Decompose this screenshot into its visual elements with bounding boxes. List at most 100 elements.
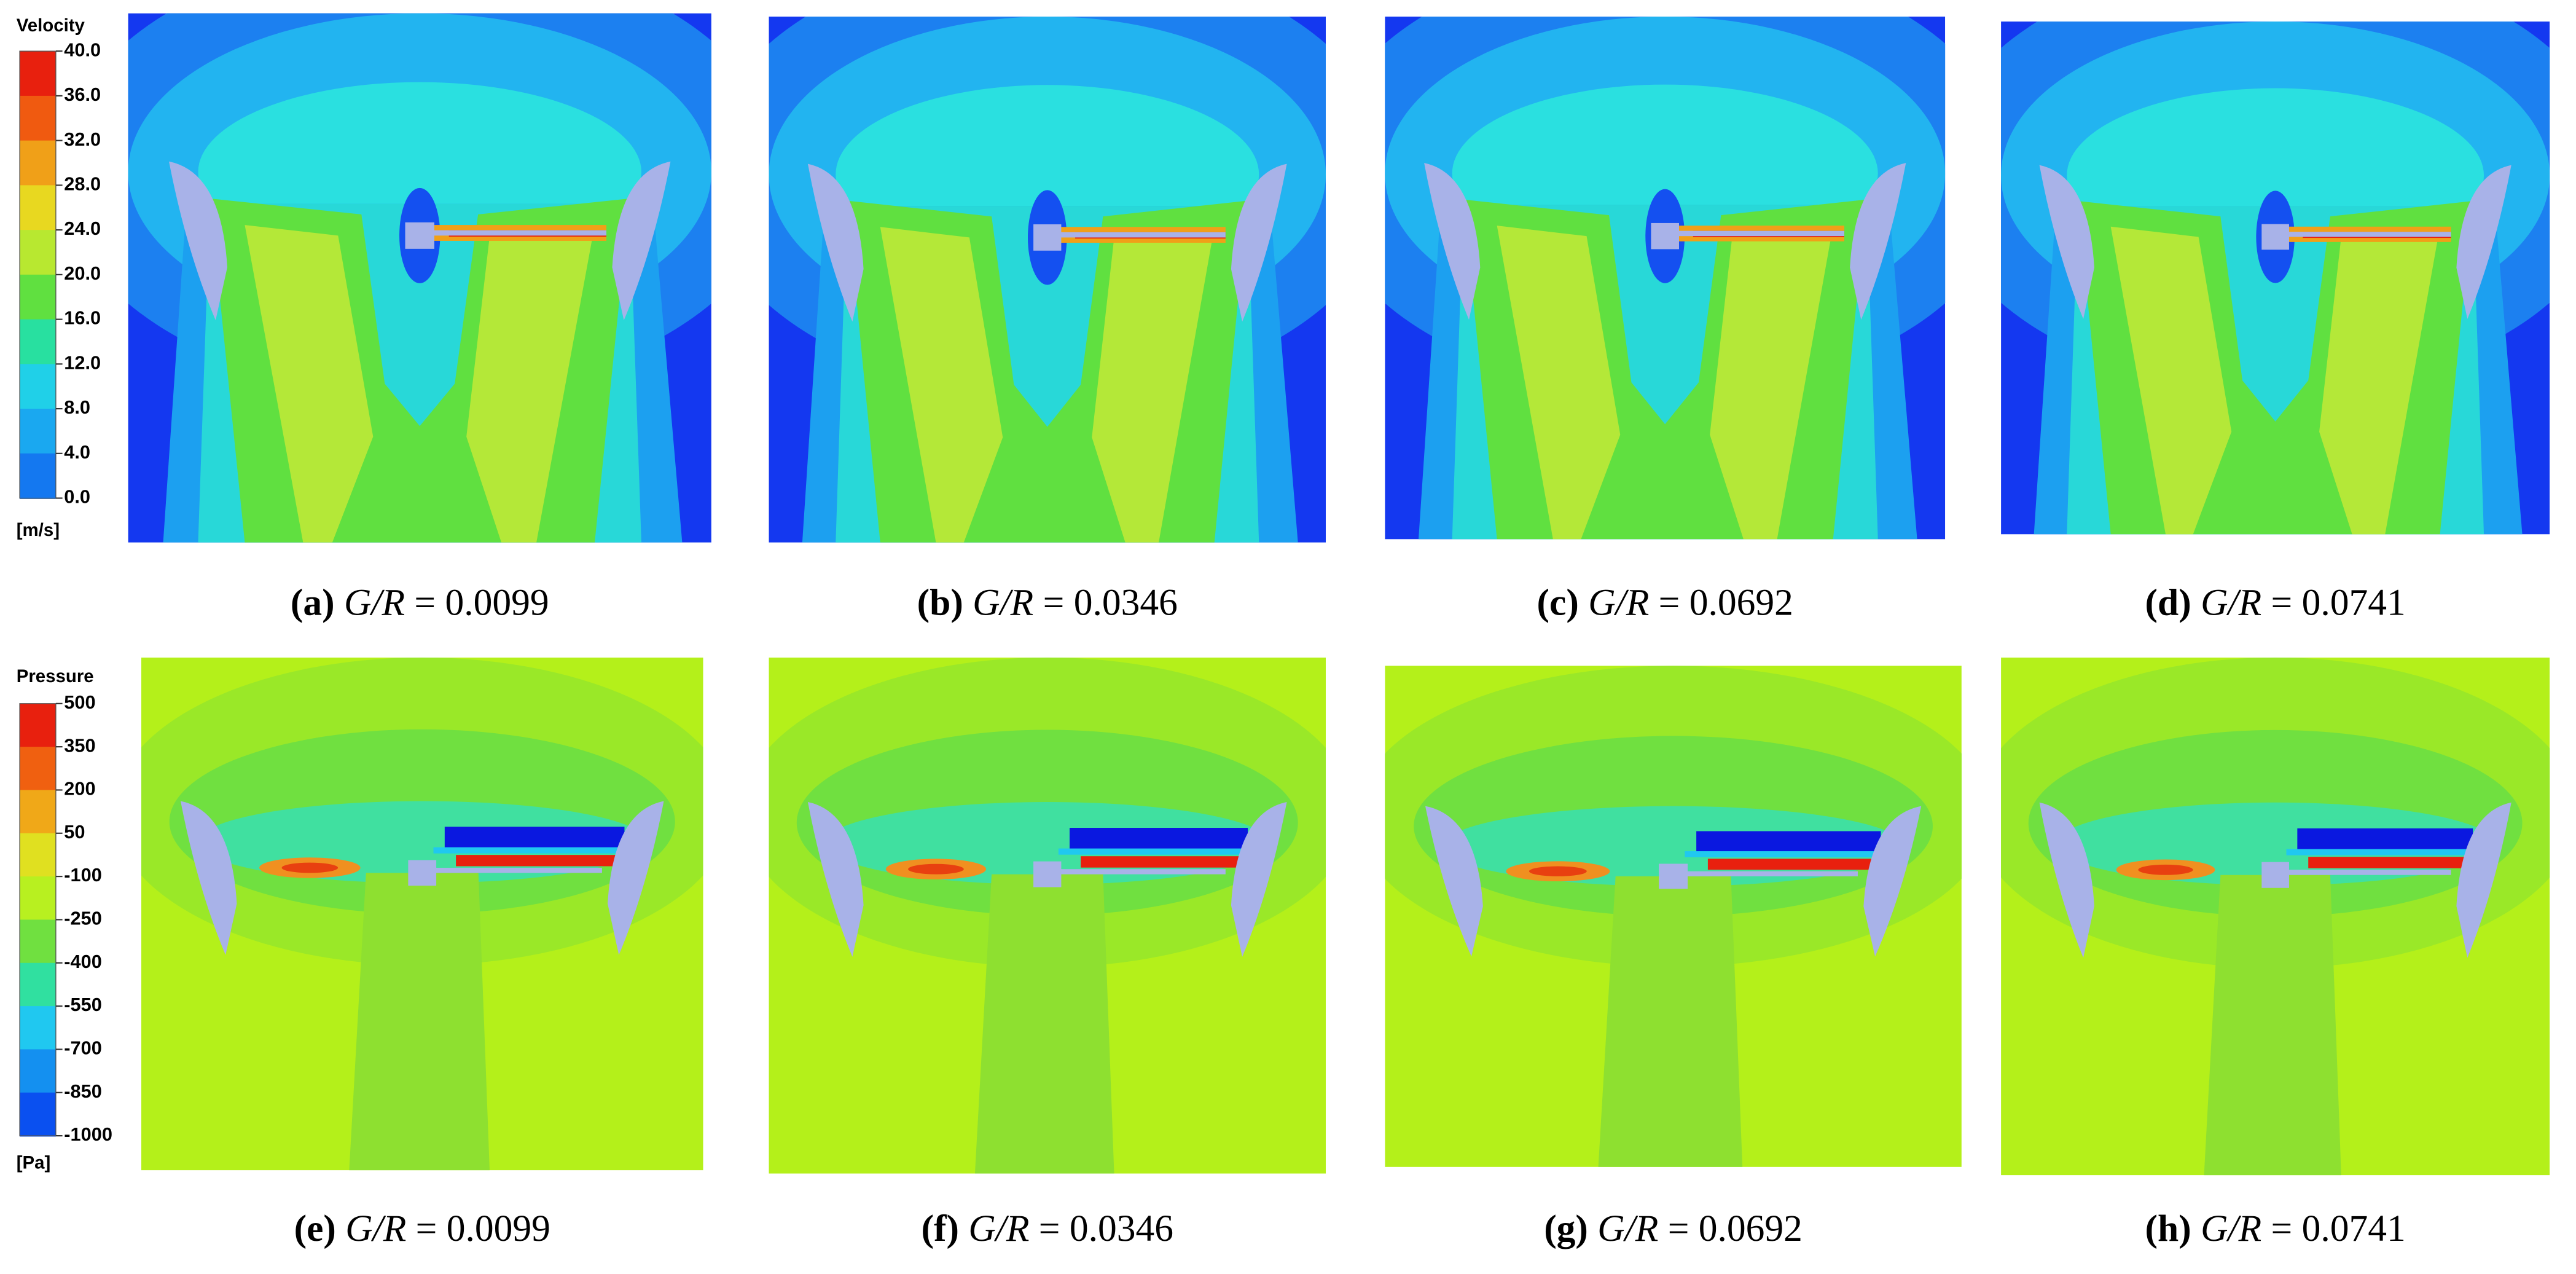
shaft [1676,230,1845,237]
wake-low-edge [1058,848,1248,855]
blade [1850,163,1906,320]
panel-caption: (b) G/R = 0.0346 [917,581,1178,623]
velocity-contour: (d) G/R = 0.0741 [2001,22,2550,623]
velocity-contour: (b) G/R = 0.0346 [769,17,1326,623]
wake-low-edge [433,847,625,854]
blade [1863,806,1922,957]
wake-column [974,874,1114,1174]
wake-low-edge [2286,849,2473,855]
caption-value: = 0.0741 [2271,581,2406,623]
tick-label: -700 [64,1037,102,1059]
tick-label: 28.0 [64,173,101,195]
pressure-contour: (g) G/R = 0.0692 [1385,666,1962,1249]
pressure-contour: (f) G/R = 0.0346 [769,657,1326,1249]
tick-label: 24.0 [64,218,101,239]
blade [1231,163,1287,322]
wake-high [1081,856,1248,868]
wake-column [1598,876,1743,1167]
legend-unit: [m/s] [17,520,60,540]
tick-label: -400 [64,951,102,972]
colorbar-band [20,747,56,791]
jet-core [245,225,374,543]
colorbar-band [20,703,56,748]
colorbar-band [20,1006,56,1050]
tick-label: -1000 [64,1123,112,1145]
hub [1659,863,1688,889]
caption-variable: G/R [2201,1208,2261,1249]
colorbar-band [20,95,56,141]
colorbar-band [20,919,56,964]
caption-value: = 0.0346 [1043,581,1178,623]
colorbar-band [20,274,56,320]
panel-caption: (a) G/R = 0.0099 [291,581,549,623]
velocity-contour: (c) G/R = 0.0692 [1385,17,1946,623]
contour-field [141,657,703,1171]
panel-caption: (c) G/R = 0.0692 [1537,581,1793,623]
blade [2039,165,2094,319]
contour-field [2001,22,2550,535]
pressure-contour: (e) G/R = 0.0099 [141,657,703,1249]
colorbar-band [20,1092,56,1137]
colorbar-band [20,1049,56,1094]
tick-label: 4.0 [64,441,90,463]
caption-label: (h) [2145,1208,2191,1249]
caption-label: (b) [917,581,963,623]
shaft [2286,870,2451,875]
caption-value: = 0.0099 [416,1208,550,1249]
blade [1424,163,1481,320]
wake-high [2308,857,2473,868]
hub [2261,224,2289,250]
contour-field [1385,17,1946,540]
panel-caption: (e) G/R = 0.0099 [294,1208,550,1249]
shaft [433,867,602,873]
caption-value: = 0.0741 [2271,1208,2406,1249]
blade [807,802,864,957]
colorbar-band [20,51,56,97]
legend-title: Pressure [17,666,94,686]
tick-label: -850 [64,1080,102,1102]
wake-column [2204,875,2341,1176]
shaft [1058,232,1226,238]
tick-label: 36.0 [64,84,101,105]
panel-caption: (g) G/R = 0.0692 [1544,1208,1803,1249]
shaft [431,230,607,236]
tick-label: 32.0 [64,128,101,150]
colorbar-band [20,319,56,365]
tick-label: 16.0 [64,307,101,329]
caption-variable: G/R [1597,1208,1658,1249]
wake-column [349,873,490,1171]
colorbar-band [20,790,56,835]
caption-variable: G/R [344,581,405,623]
colorbar-band [20,409,56,455]
jet-core [2319,226,2440,535]
hub [1033,861,1062,887]
velocity-contour: (a) G/R = 0.0099 [128,13,711,623]
legend-title: Velocity [17,15,85,36]
blade [612,161,671,321]
tick-label: 8.0 [64,396,90,418]
caption-variable: G/R [968,1208,1029,1249]
caption-variable: G/R [345,1208,406,1249]
contour-field [769,17,1326,543]
legend-unit: [Pa] [17,1153,51,1173]
tick-label: -250 [64,908,102,929]
caption-label: (e) [294,1208,336,1249]
caption-label: (c) [1537,581,1579,623]
blade [169,161,227,321]
blade [1231,802,1287,957]
jet-core [1497,226,1621,540]
caption-label: (d) [2145,581,2191,623]
colorbar-band [20,453,56,499]
jet-core [1092,227,1215,543]
blade [608,801,664,955]
wake-low-edge [1685,851,1881,857]
pressure-legend: Pressure 500 350 200 50 -100 -250 -400 -550 -700 -… [17,666,112,1173]
contour-field [128,13,711,543]
wake-high [1707,859,1881,870]
colorbar-band [20,364,56,410]
tick-label: 350 [64,734,95,756]
pressure-contour: (h) G/R = 0.0741 [2001,657,2550,1249]
blade [807,163,864,322]
tick-label: 200 [64,778,95,800]
tick-label: -550 [64,994,102,1015]
